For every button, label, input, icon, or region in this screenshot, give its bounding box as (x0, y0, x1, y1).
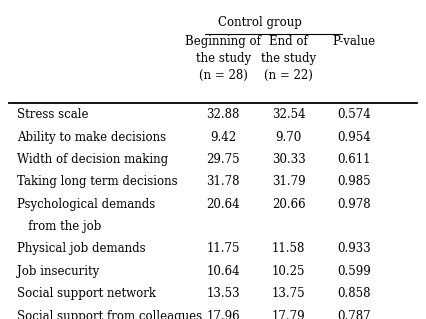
Text: 13.75: 13.75 (272, 287, 305, 300)
Text: Control group: Control group (218, 16, 302, 29)
Text: 0.978: 0.978 (337, 198, 371, 211)
Text: 30.33: 30.33 (272, 153, 305, 166)
Text: 0.611: 0.611 (337, 153, 371, 166)
Text: from the job: from the job (17, 220, 101, 233)
Text: 31.79: 31.79 (272, 175, 305, 189)
Text: Psychological demands: Psychological demands (17, 198, 155, 211)
Text: Width of decision making: Width of decision making (17, 153, 168, 166)
Text: 9.70: 9.70 (276, 131, 302, 144)
Text: Stress scale: Stress scale (17, 108, 88, 121)
Text: 9.42: 9.42 (210, 131, 236, 144)
Text: (n = 28): (n = 28) (199, 69, 248, 82)
Text: P-value: P-value (333, 35, 376, 48)
Text: Social support from colleagues: Social support from colleagues (17, 309, 202, 319)
Text: Social support network: Social support network (17, 287, 155, 300)
Text: Physical job demands: Physical job demands (17, 242, 145, 256)
Text: Ability to make decisions: Ability to make decisions (17, 131, 166, 144)
Text: End of: End of (269, 35, 308, 48)
Text: 32.54: 32.54 (272, 108, 305, 121)
Text: 0.574: 0.574 (337, 108, 371, 121)
Text: 0.787: 0.787 (337, 309, 371, 319)
Text: 10.64: 10.64 (207, 265, 240, 278)
Text: (n = 22): (n = 22) (264, 69, 313, 82)
Text: 11.75: 11.75 (207, 242, 240, 256)
Text: 0.858: 0.858 (337, 287, 371, 300)
Text: 17.79: 17.79 (272, 309, 305, 319)
Text: Taking long term decisions: Taking long term decisions (17, 175, 177, 189)
Text: 0.954: 0.954 (337, 131, 371, 144)
Text: 10.25: 10.25 (272, 265, 305, 278)
Text: 0.933: 0.933 (337, 242, 371, 256)
Text: 32.88: 32.88 (207, 108, 240, 121)
Text: 31.78: 31.78 (207, 175, 240, 189)
Text: 20.64: 20.64 (207, 198, 240, 211)
Text: 0.985: 0.985 (337, 175, 371, 189)
Text: 29.75: 29.75 (207, 153, 240, 166)
Text: the study: the study (196, 52, 251, 65)
Text: 13.53: 13.53 (207, 287, 240, 300)
Text: Job insecurity: Job insecurity (17, 265, 99, 278)
Text: Beginning of: Beginning of (185, 35, 261, 48)
Text: 0.599: 0.599 (337, 265, 371, 278)
Text: the study: the study (261, 52, 316, 65)
Text: 20.66: 20.66 (272, 198, 305, 211)
Text: 11.58: 11.58 (272, 242, 305, 256)
Text: 17.96: 17.96 (207, 309, 240, 319)
